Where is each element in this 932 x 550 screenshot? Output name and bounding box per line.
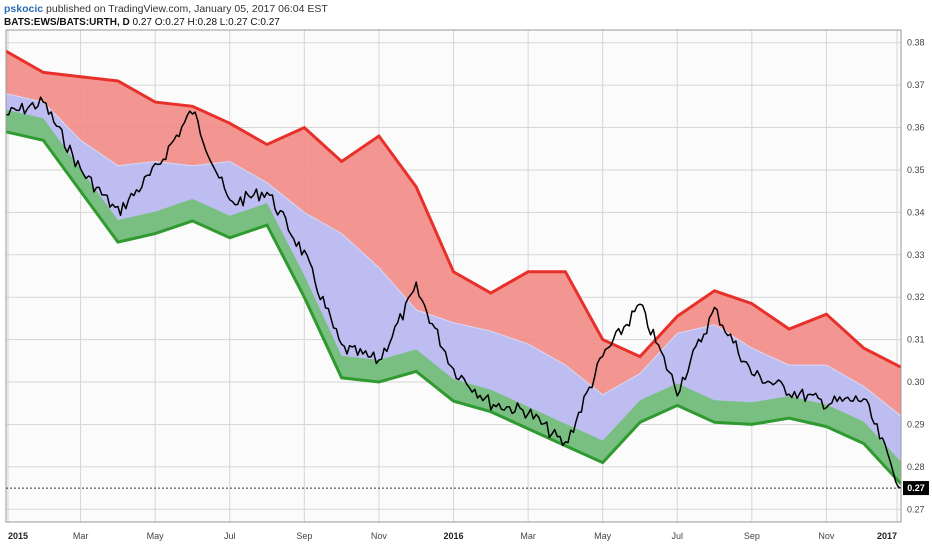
x-tick-label: Mar <box>73 531 89 541</box>
x-tick-label: Nov <box>371 531 388 541</box>
lower-band-line <box>5 130 903 485</box>
y-tick-label: 0.32 <box>907 292 925 302</box>
axes: 0.38 0.37 0.36 0.35 0.34 0.33 0.32 0.31 0.30 0.29… <box>5 29 929 541</box>
price-series-line <box>5 96 902 489</box>
x-tick-label: 2017 <box>877 531 897 541</box>
y-tick-label: 0.31 <box>907 335 925 345</box>
y-tick-label: 0.33 <box>907 250 925 260</box>
y-tick-label: 0.34 <box>907 207 925 217</box>
x-tick-label: May <box>594 531 612 541</box>
x-tick-label: Jul <box>224 531 236 541</box>
x-tick-label: May <box>147 531 165 541</box>
last-price-label: 0.27 <box>907 483 925 493</box>
plot-border <box>5 29 902 523</box>
y-tick-label: 0.38 <box>907 38 925 48</box>
y-tick-label: 0.30 <box>907 377 925 387</box>
middle-band-line <box>5 93 902 417</box>
symbol-label: BATS:EWS/BATS:URTH, D <box>4 17 130 28</box>
y-tick-label: 0.37 <box>907 80 925 90</box>
x-tick-label: Nov <box>818 531 835 541</box>
x-tick-label: 2015 <box>8 531 28 541</box>
upper-band-fill <box>6 51 901 416</box>
y-tick-label: 0.27 <box>907 504 925 514</box>
author-link[interactable]: pskocic <box>4 3 44 15</box>
y-tick-label: 0.36 <box>907 123 925 133</box>
y-tick-label: 0.35 <box>907 165 925 175</box>
bands <box>5 49 903 485</box>
x-tick-label: Sep <box>296 531 312 541</box>
last-price-badge <box>903 481 929 496</box>
x-tick-label: 2016 <box>443 531 463 541</box>
upper-band-line <box>5 49 902 369</box>
x-tick-label: Jul <box>671 531 683 541</box>
y-tick-label: 0.28 <box>907 462 925 472</box>
price-line <box>5 96 902 489</box>
x-tick-label: Mar <box>520 531 536 541</box>
x-tick-label: Sep <box>744 531 760 541</box>
y-tick-label: 0.29 <box>907 419 925 429</box>
published-text: published on TradingView.com, January 05… <box>43 3 328 15</box>
chart-header: pskocic published on TradingView.com, Ja… <box>4 2 328 30</box>
ohlc-values: 0.27 O:0.27 H:0.28 L:0.27 C:0.27 <box>129 17 280 28</box>
lower-band-fill <box>6 109 901 484</box>
